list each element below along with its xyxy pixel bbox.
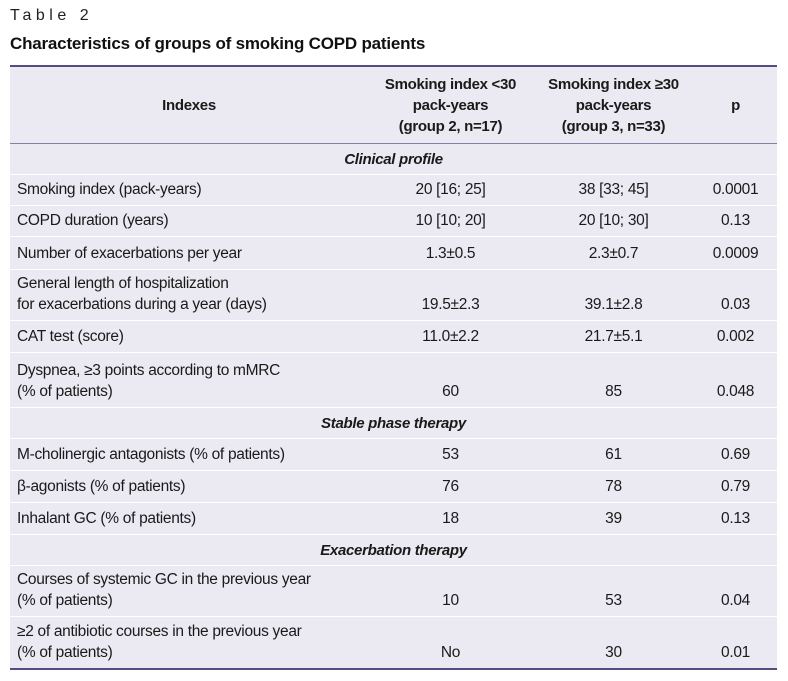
cell-group-3: 61 bbox=[605, 446, 622, 463]
row-label: Courses of systemic GC in the previous y… bbox=[10, 569, 368, 611]
cell-group-3: 30 bbox=[605, 644, 622, 661]
header-group-3-line: Smoking index ≥30 bbox=[548, 75, 679, 93]
cell-group-2: 10 [10; 20] bbox=[415, 212, 486, 229]
row-label-line: (% of patients) bbox=[17, 644, 113, 661]
row-label-line: (% of patients) bbox=[17, 592, 113, 609]
table-row: CAT test (score) 11.0±2.2 21.7±5.1 0.002 bbox=[10, 321, 777, 353]
cell-p-value: 0.002 bbox=[716, 328, 755, 345]
row-label-line: (% of patients) bbox=[17, 383, 113, 400]
table-row: Inhalant GC (% of patients) 18 39 0.13 bbox=[10, 503, 777, 535]
table-row: COPD duration (years) 10 [10; 20] 20 [10… bbox=[10, 206, 777, 237]
header-group-2-line: Smoking index <30 bbox=[384, 75, 517, 93]
cell-group-3: 53 bbox=[605, 592, 622, 609]
cell-p-value: 0.01 bbox=[721, 644, 750, 661]
cell-group-3: 39 bbox=[605, 510, 622, 527]
row-label-line: Dyspnea, ≥3 points according to mMRC bbox=[17, 362, 281, 379]
row-label: COPD duration (years) bbox=[17, 212, 169, 229]
header-group-2-line: (group 2, n=17) bbox=[398, 117, 503, 135]
row-label-line: for exacerbations during a year (days) bbox=[17, 296, 267, 313]
cell-group-3: 78 bbox=[605, 478, 622, 495]
table-row: General length of hospitalization for ex… bbox=[10, 270, 777, 321]
table-row: Smoking index (pack-years) 20 [16; 25] 3… bbox=[10, 175, 777, 206]
table-row: Dyspnea, ≥3 points according to mMRC (% … bbox=[10, 353, 777, 408]
header-group-3-line: pack-years bbox=[575, 96, 652, 114]
cell-p-value: 0.79 bbox=[721, 478, 750, 495]
table-row: Courses of systemic GC in the previous y… bbox=[10, 566, 777, 617]
header-p-value: p bbox=[731, 96, 740, 114]
cell-group-2: 11.0±2.2 bbox=[422, 328, 479, 345]
cell-p-value: 0.13 bbox=[721, 212, 750, 229]
cell-group-3: 38 [33; 45] bbox=[578, 181, 649, 198]
table-row: ≥2 of antibiotic courses in the previous… bbox=[10, 617, 777, 668]
cell-group-2: 76 bbox=[442, 478, 459, 495]
cell-group-2: No bbox=[440, 644, 461, 661]
cell-group-2: 20 [16; 25] bbox=[415, 181, 486, 198]
row-label-line: Courses of systemic GC in the previous y… bbox=[17, 571, 311, 588]
cell-p-value: 0.69 bbox=[721, 446, 750, 463]
row-label-line: General length of hospitalization bbox=[17, 275, 229, 292]
cell-group-2: 18 bbox=[442, 510, 459, 527]
row-label: M-cholinergic antagonists (% of patients… bbox=[17, 446, 285, 463]
data-table: Indexes Smoking index <30 pack-years (gr… bbox=[10, 65, 777, 670]
header-group-3: Smoking index ≥30 pack-years (group 3, n… bbox=[533, 74, 694, 137]
header-indexes: Indexes bbox=[162, 96, 216, 114]
cell-group-2: 10 bbox=[442, 592, 459, 609]
table-row: M-cholinergic antagonists (% of patients… bbox=[10, 439, 777, 471]
cell-group-2: 60 bbox=[442, 383, 459, 400]
row-label: Dyspnea, ≥3 points according to mMRC (% … bbox=[10, 360, 368, 402]
cell-group-2: 1.3±0.5 bbox=[425, 245, 476, 262]
cell-p-value: 0.04 bbox=[721, 592, 750, 609]
cell-p-value: 0.048 bbox=[716, 383, 755, 400]
row-label: ≥2 of antibiotic courses in the previous… bbox=[10, 621, 368, 663]
table-number-label: Table 2 bbox=[10, 7, 94, 24]
row-label: General length of hospitalization for ex… bbox=[10, 273, 368, 315]
row-label: Inhalant GC (% of patients) bbox=[17, 510, 196, 527]
cell-group-3: 85 bbox=[605, 383, 622, 400]
cell-p-value: 0.0001 bbox=[712, 181, 759, 198]
table-header-row: Indexes Smoking index <30 pack-years (gr… bbox=[10, 67, 777, 144]
cell-group-3: 39.1±2.8 bbox=[584, 296, 643, 313]
row-label: Smoking index (pack-years) bbox=[17, 181, 202, 198]
table-title: Characteristics of groups of smoking COP… bbox=[10, 34, 426, 53]
section-header-exacerbation-therapy: Exacerbation therapy bbox=[10, 535, 777, 566]
cell-group-3: 20 [10; 30] bbox=[578, 212, 649, 229]
cell-p-value: 0.0009 bbox=[712, 245, 759, 262]
table-row: Number of exacerbations per year 1.3±0.5… bbox=[10, 237, 777, 270]
row-label: β-agonists (% of patients) bbox=[17, 478, 186, 495]
header-group-3-line: (group 3, n=33) bbox=[561, 117, 666, 135]
table-row: β-agonists (% of patients) 76 78 0.79 bbox=[10, 471, 777, 503]
section-header-clinical-profile: Clinical profile bbox=[10, 144, 777, 175]
cell-group-2: 19.5±2.3 bbox=[421, 296, 480, 313]
row-label: CAT test (score) bbox=[17, 328, 124, 345]
cell-group-3: 2.3±0.7 bbox=[588, 245, 639, 262]
cell-p-value: 0.03 bbox=[721, 296, 750, 313]
row-label: Number of exacerbations per year bbox=[17, 245, 242, 262]
header-group-2-line: pack-years bbox=[412, 96, 489, 114]
row-label-line: ≥2 of antibiotic courses in the previous… bbox=[17, 623, 302, 640]
cell-p-value: 0.13 bbox=[721, 510, 750, 527]
section-header-stable-phase-therapy: Stable phase therapy bbox=[10, 408, 777, 439]
cell-group-3: 21.7±5.1 bbox=[584, 328, 643, 345]
cell-group-2: 53 bbox=[442, 446, 459, 463]
header-group-2: Smoking index <30 pack-years (group 2, n… bbox=[368, 74, 533, 137]
